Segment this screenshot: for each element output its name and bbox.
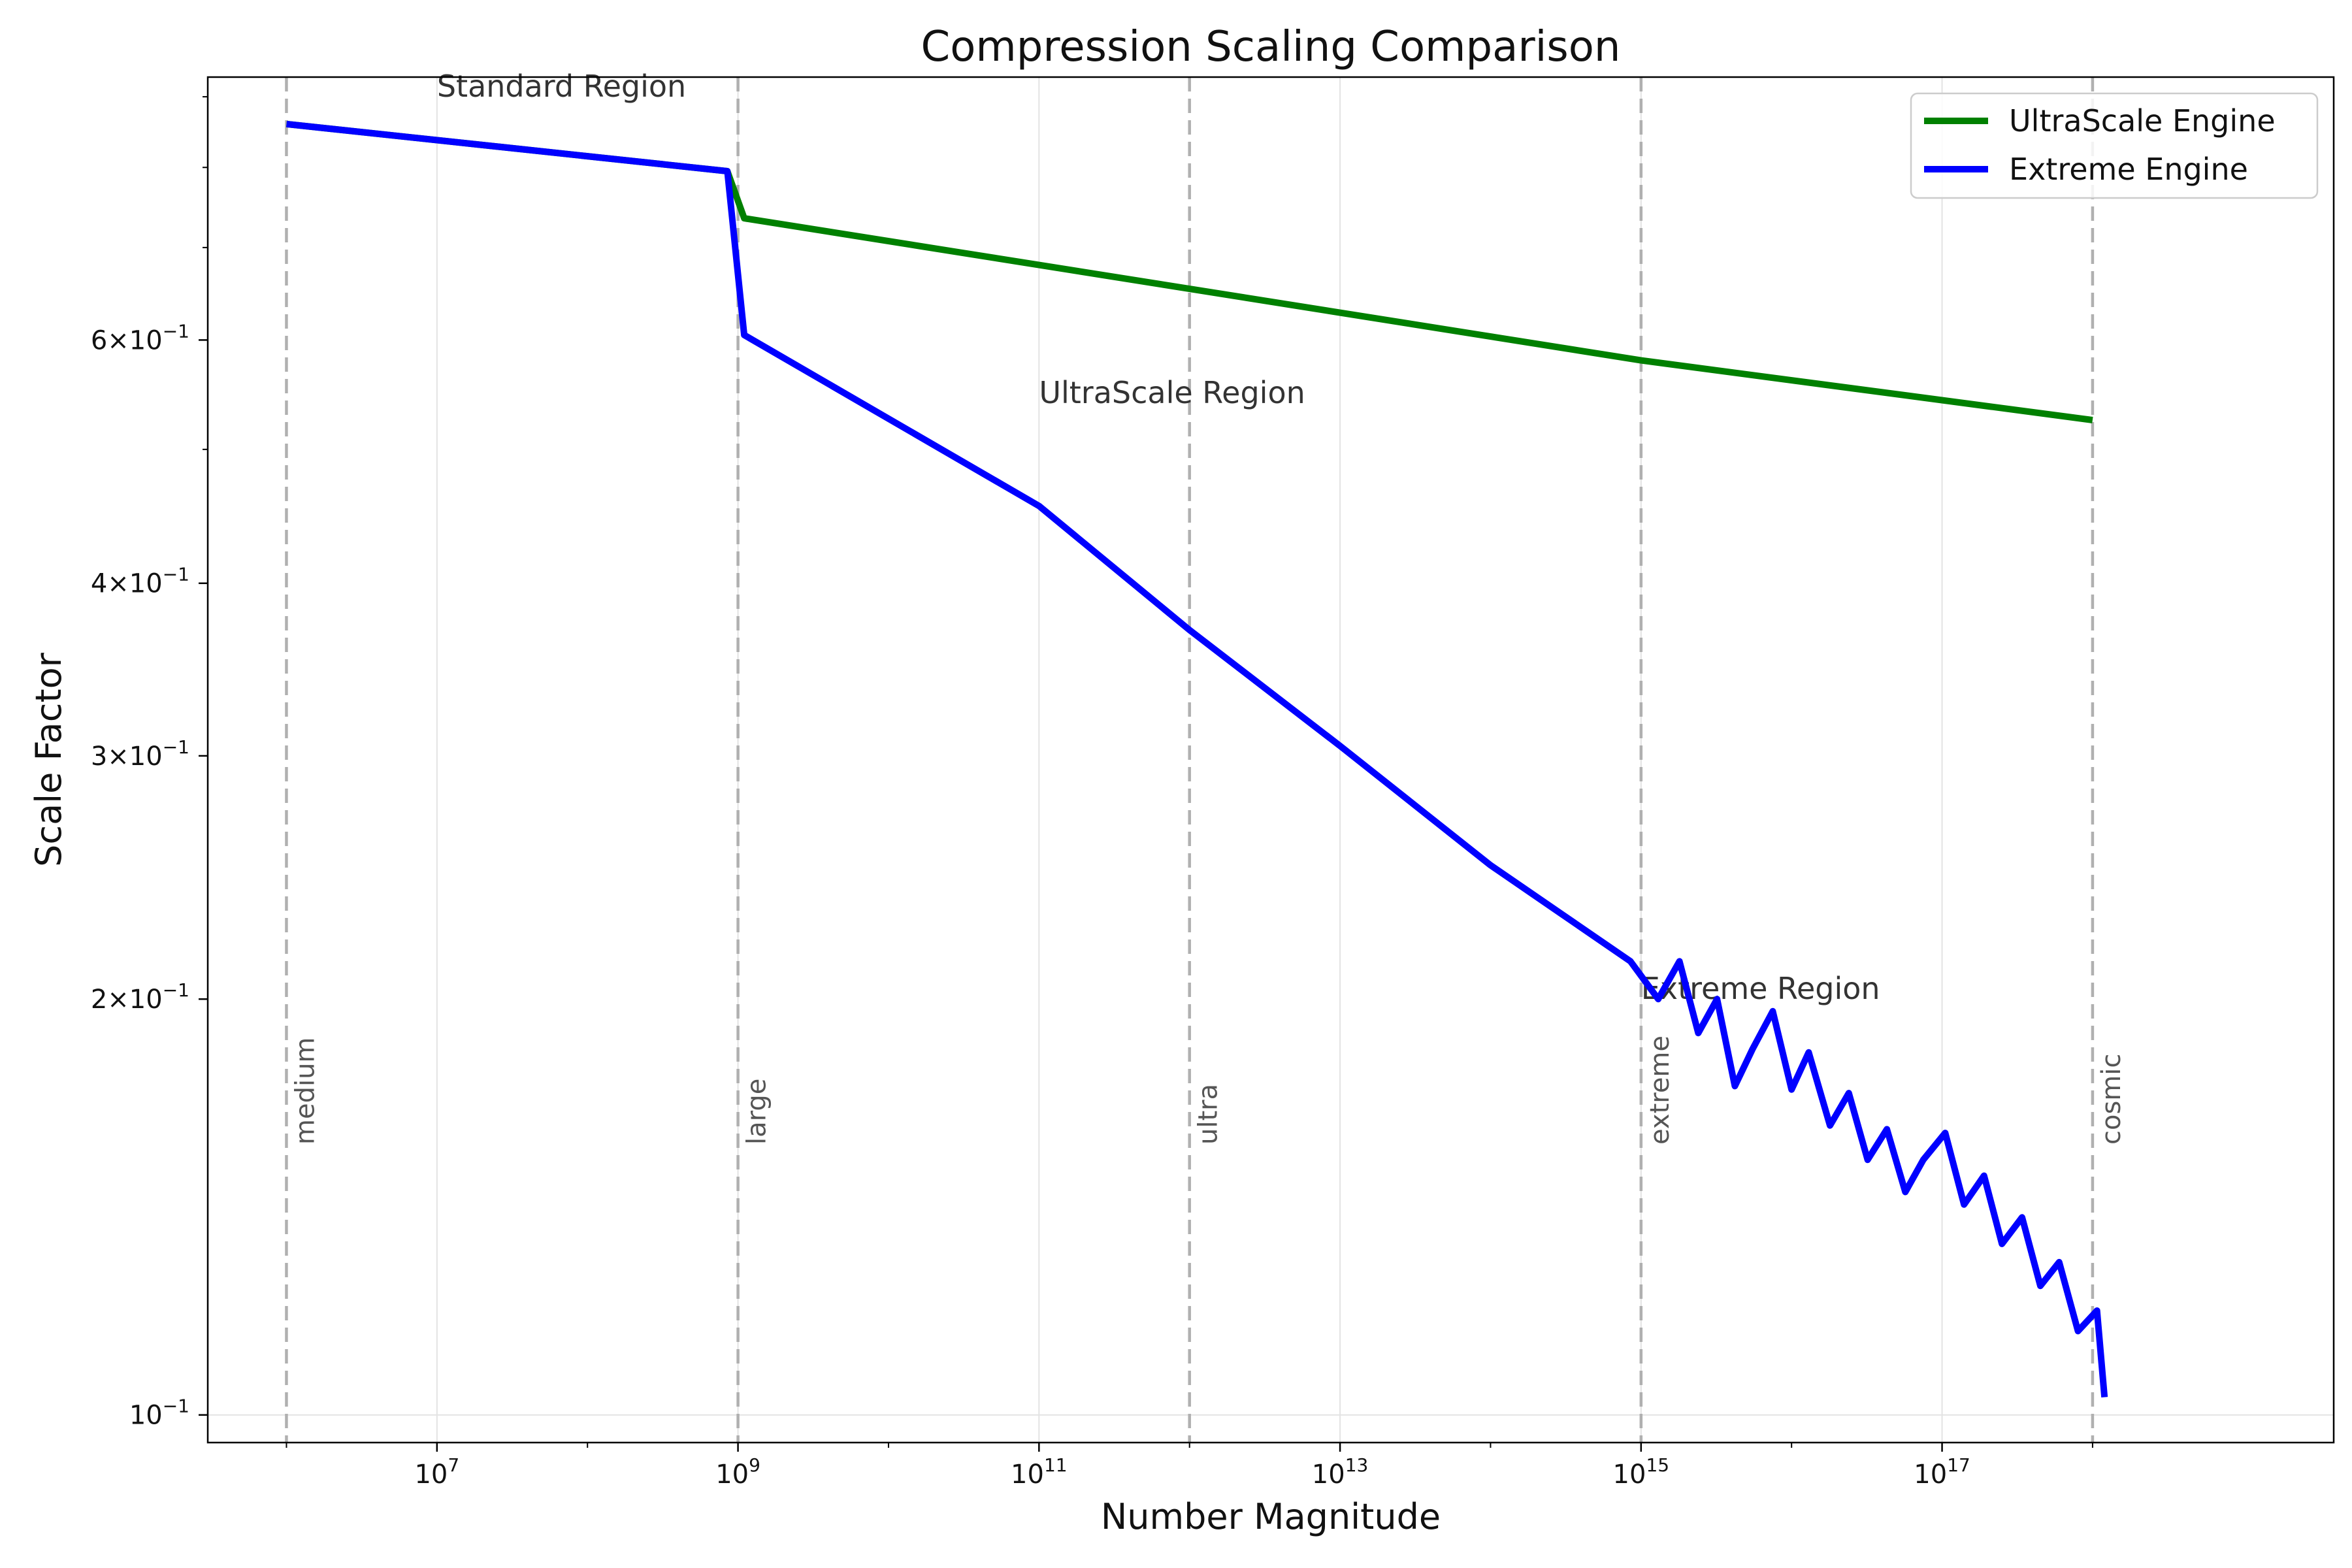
x-axis-label: Number Magnitude — [1101, 1496, 1441, 1537]
y-tick-label: 2×10−1 — [91, 979, 189, 1015]
x-tick-label: 1015 — [1613, 1454, 1670, 1490]
series-line-2 — [286, 120, 2108, 1398]
legend-label: UltraScale Engine — [2009, 103, 2276, 139]
legend-box — [1910, 92, 2319, 199]
x-tick-label: 1017 — [1914, 1454, 1970, 1490]
y-tick-label: 10−1 — [129, 1396, 189, 1431]
vline-label-extreme: extreme — [1645, 1036, 1675, 1145]
x-tick-label: 109 — [715, 1454, 760, 1490]
x-tick-label: 107 — [414, 1454, 459, 1490]
y-tick-label: 3×10−1 — [91, 736, 189, 772]
region-annotations: Standard Region UltraScale Region Extreme … — [437, 69, 1880, 1006]
legend: UltraScale Engine Extreme Engine — [1910, 92, 2319, 199]
y-tick-label: 6×10−1 — [91, 320, 189, 355]
vline-label-medium: medium — [290, 1037, 320, 1145]
vline-label-large: large — [742, 1079, 772, 1145]
ticks: 107 109 1011 1013 1015 1017 10−1 2×10−1 3×10−1 4×… — [91, 96, 2093, 1490]
y-tick-label: 4×10−1 — [91, 564, 189, 599]
x-tick-label: 1013 — [1312, 1454, 1369, 1490]
region-label: Extreme Region — [1641, 971, 1880, 1006]
vline-label-ultra: ultra — [1194, 1084, 1224, 1145]
plot-frame — [206, 76, 2335, 1444]
axes — [206, 76, 2335, 1444]
vline-label-cosmic: cosmic — [2097, 1054, 2127, 1145]
x-tick-label: 1011 — [1011, 1454, 1068, 1490]
y-axis-label: Scale Factor — [28, 652, 69, 867]
magnitude-markers: medium large ultra extreme cosmic — [285, 77, 2127, 1443]
legend-label: Extreme Engine — [2009, 152, 2248, 187]
series-lines — [286, 120, 2108, 1398]
chart-title: Compression Scaling Comparison — [921, 23, 1621, 71]
region-label: UltraScale Region — [1039, 375, 1305, 410]
region-label: Standard Region — [437, 69, 686, 104]
